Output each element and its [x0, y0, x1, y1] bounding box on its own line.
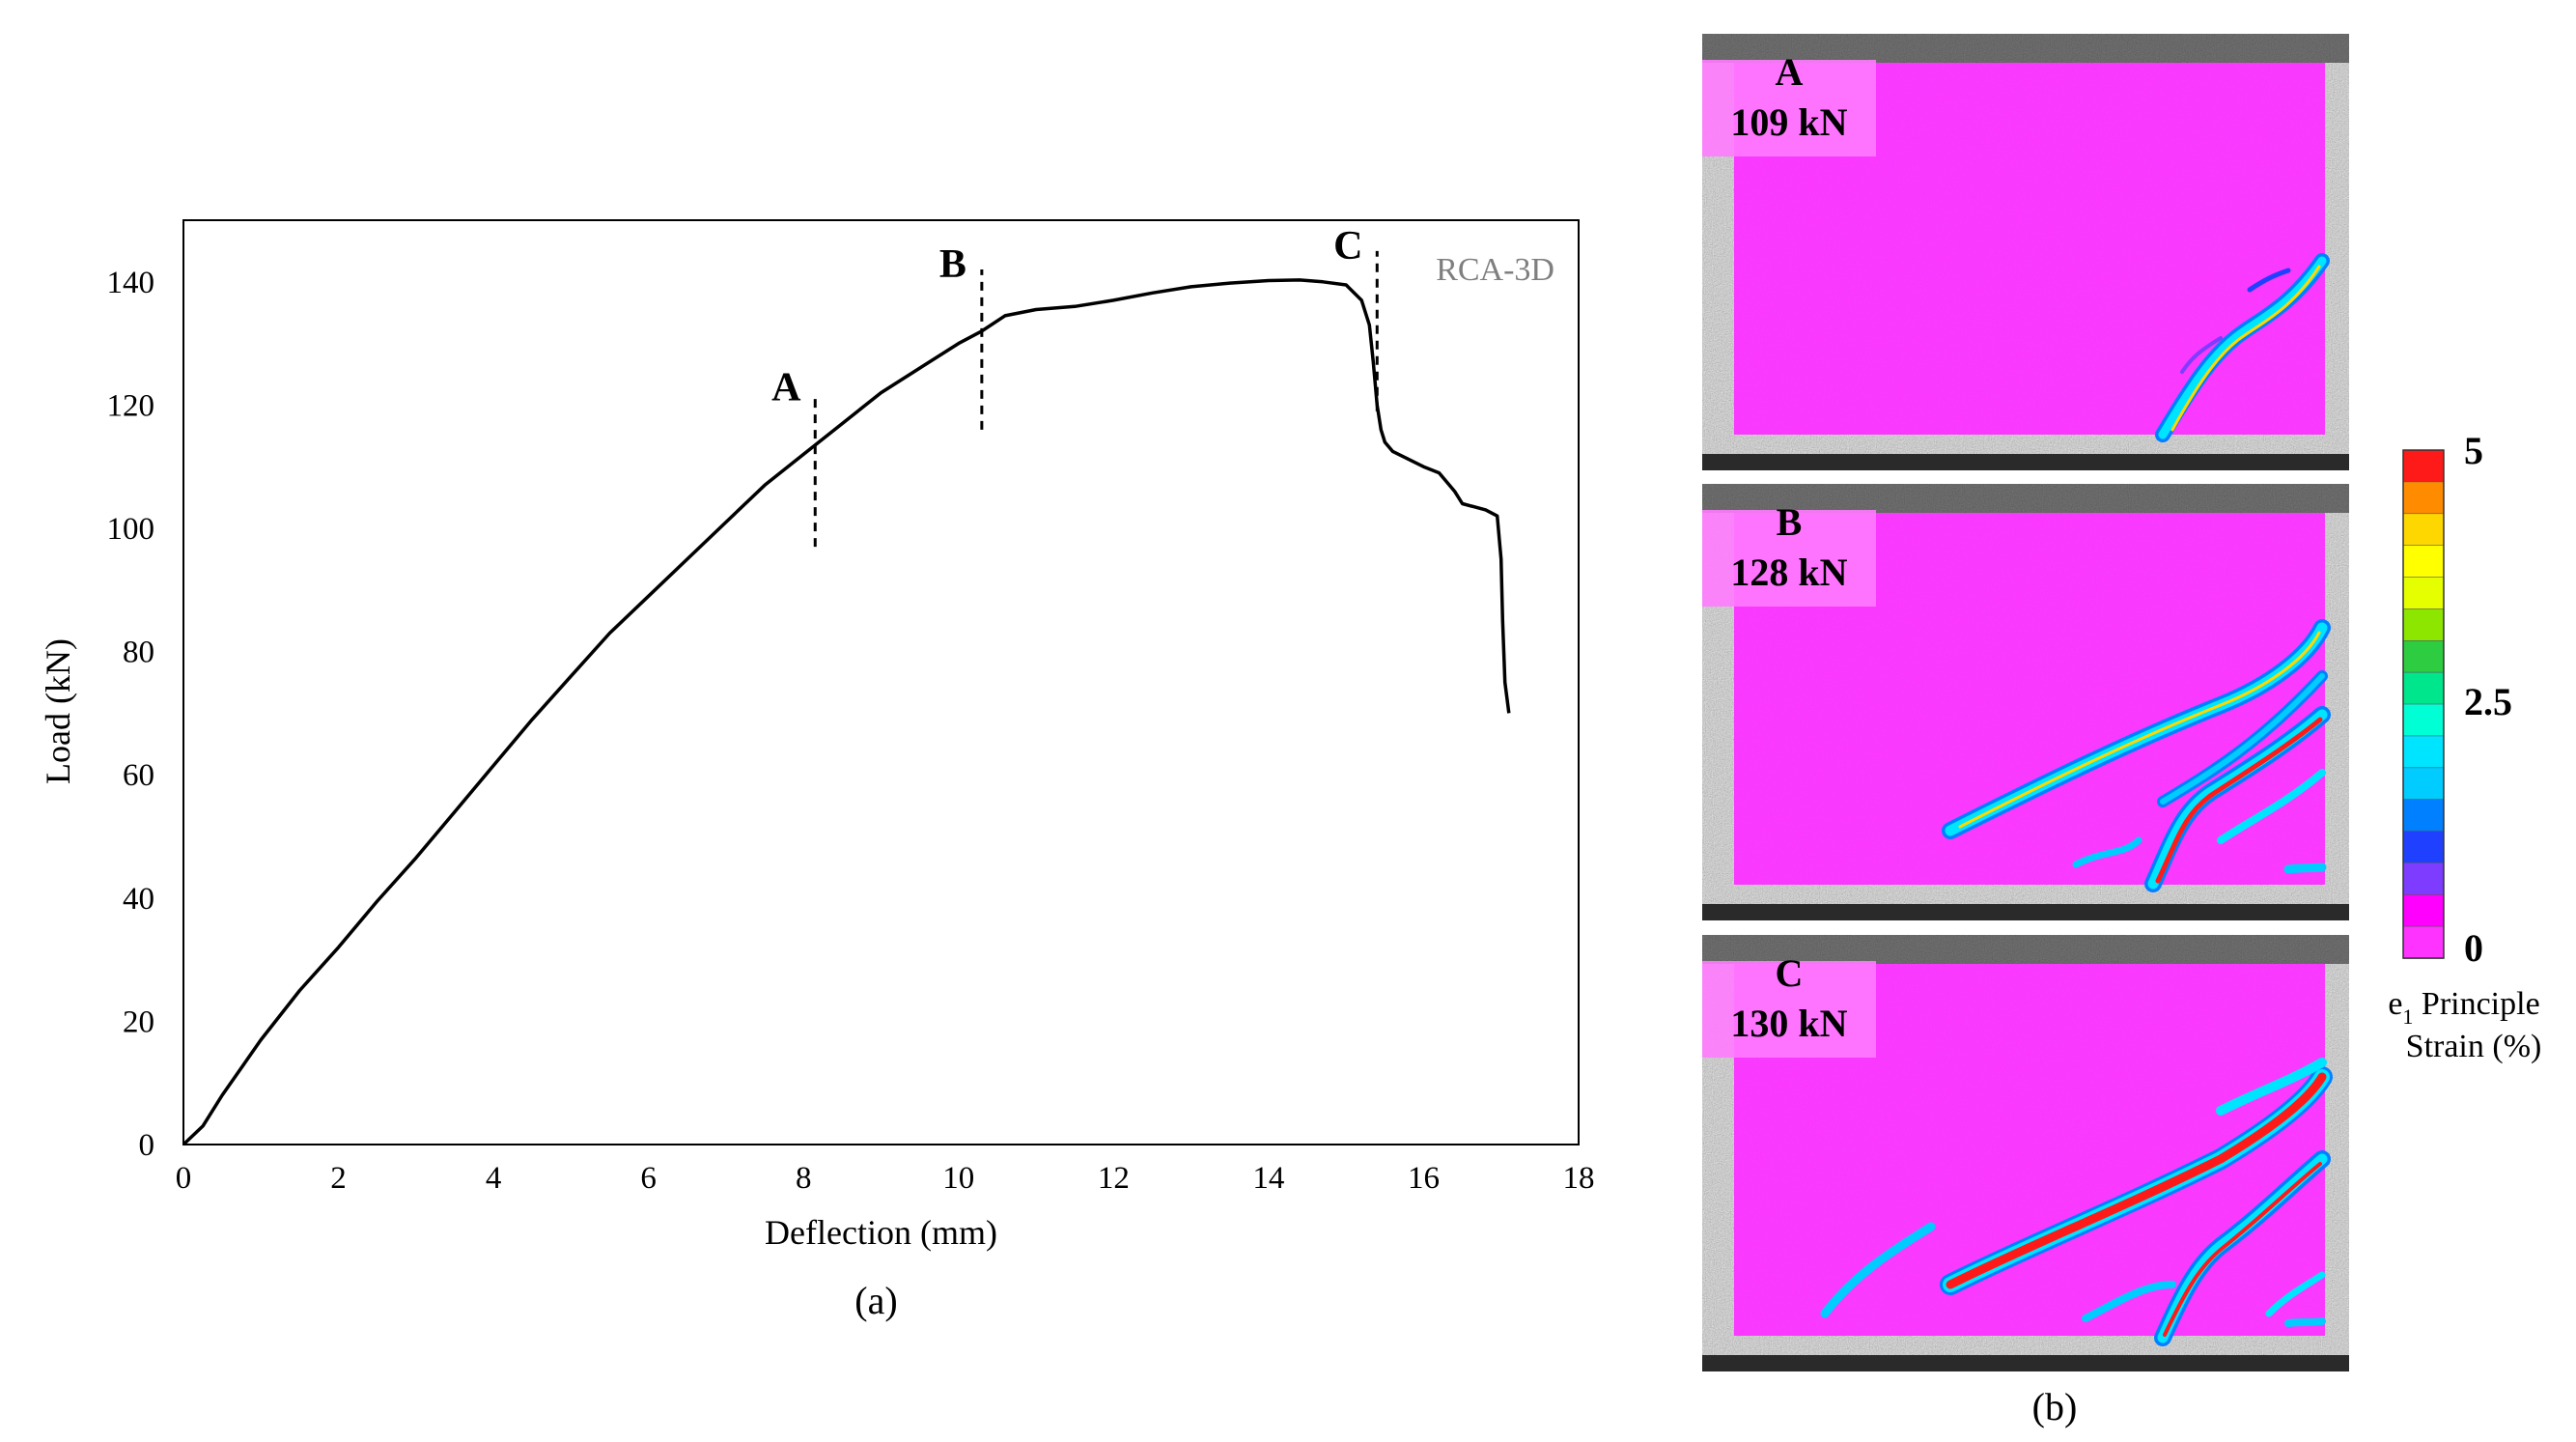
colorbar-cell — [2402, 513, 2445, 547]
y-tick-label: 20 — [123, 1004, 154, 1039]
stage-label-b: B — [939, 242, 966, 287]
colorbar-cell — [2402, 703, 2445, 737]
y-tick-label: 140 — [107, 266, 155, 300]
panel-load-a: 109 kN — [1730, 100, 1847, 144]
strain-colorbar: 5 2.5 0 e1 Principle Strain (%) — [2388, 429, 2541, 1064]
colorbar-cells — [2402, 449, 2445, 959]
x-tick-label: 6 — [640, 1161, 657, 1196]
colorbar-title-line1: e1 Principle — [2388, 986, 2539, 1029]
load-deflection-chart: 0 2 4 6 8 10 12 14 16 18 0 20 40 60 80 100 120 140 A B C R… — [39, 219, 1595, 1322]
y-axis-label: Load (kN) — [39, 638, 77, 784]
panel-label-a: A — [1776, 50, 1804, 94]
stage-markers: A B C — [771, 224, 1379, 548]
panel-load-b: 128 kN — [1730, 551, 1847, 594]
colorbar-tick-min: 0 — [2464, 926, 2483, 970]
colorbar-cell — [2402, 481, 2445, 515]
x-tick-label: 10 — [942, 1161, 974, 1196]
colorbar-cell — [2402, 799, 2445, 833]
y-tick-labels: 0 20 40 60 80 100 120 140 — [107, 266, 155, 1163]
y-tick-label: 80 — [123, 636, 154, 670]
colorbar-tick-max: 5 — [2464, 429, 2483, 472]
crack-pattern-b — [1942, 619, 2331, 892]
x-tick-label: 2 — [330, 1161, 347, 1196]
y-tick-label: 120 — [107, 388, 155, 423]
colorbar-cell — [2402, 639, 2445, 673]
plot-frame — [182, 219, 1580, 1145]
colorbar-cell — [2402, 545, 2445, 579]
x-tick-label: 14 — [1252, 1161, 1284, 1196]
colorbar-cell — [2402, 862, 2445, 896]
colorbar-cell — [2402, 893, 2445, 927]
colorbar-cell — [2402, 831, 2445, 864]
strain-image-b: B 128 kN — [1702, 484, 2349, 920]
x-tick-labels: 0 2 4 6 8 10 12 14 16 18 — [176, 1161, 1595, 1196]
x-tick-label: 16 — [1408, 1161, 1440, 1196]
colorbar-title-line2: Strain (%) — [2406, 1029, 2542, 1064]
stage-label-c: C — [1333, 224, 1362, 269]
stage-label-a: A — [771, 366, 801, 410]
strain-field-panels: A 109 kN B — [1702, 34, 2541, 1428]
y-tick-label: 60 — [123, 758, 154, 793]
x-tick-label: 4 — [486, 1161, 502, 1196]
series-line-rca-3d — [182, 278, 1511, 1146]
colorbar-cell — [2402, 735, 2445, 769]
colorbar-cell — [2402, 767, 2445, 801]
strain-image-c: C 130 kN — [1702, 935, 2349, 1371]
panel-load-c: 130 kN — [1730, 1002, 1847, 1045]
crack-pattern-a — [2155, 253, 2330, 442]
x-axis-label: Deflection (mm) — [765, 1213, 997, 1252]
colorbar-tick-mid: 2.5 — [2464, 680, 2512, 723]
x-tick-label: 12 — [1098, 1161, 1130, 1196]
x-tick-label: 8 — [796, 1161, 812, 1196]
panel-caption-a: (a) — [854, 1279, 897, 1322]
strain-image-a: A 109 kN — [1702, 34, 2349, 470]
colorbar-cell — [2402, 577, 2445, 610]
series-label: RCA-3D — [1436, 252, 1554, 288]
x-tick-label: 18 — [1563, 1161, 1595, 1196]
y-tick-label: 100 — [107, 512, 155, 547]
colorbar-cell — [2402, 671, 2445, 705]
panel-label-c: C — [1776, 951, 1804, 995]
y-tick-label: 0 — [139, 1128, 155, 1163]
colorbar-cell — [2402, 608, 2445, 642]
x-tick-label: 0 — [176, 1161, 192, 1196]
panel-caption-b: (b) — [2032, 1385, 2078, 1428]
y-tick-label: 40 — [123, 882, 154, 917]
colorbar-cell — [2402, 925, 2445, 959]
crack-pattern-c — [1820, 1058, 2333, 1346]
colorbar-cell — [2402, 449, 2445, 483]
panel-label-b: B — [1777, 500, 1803, 544]
